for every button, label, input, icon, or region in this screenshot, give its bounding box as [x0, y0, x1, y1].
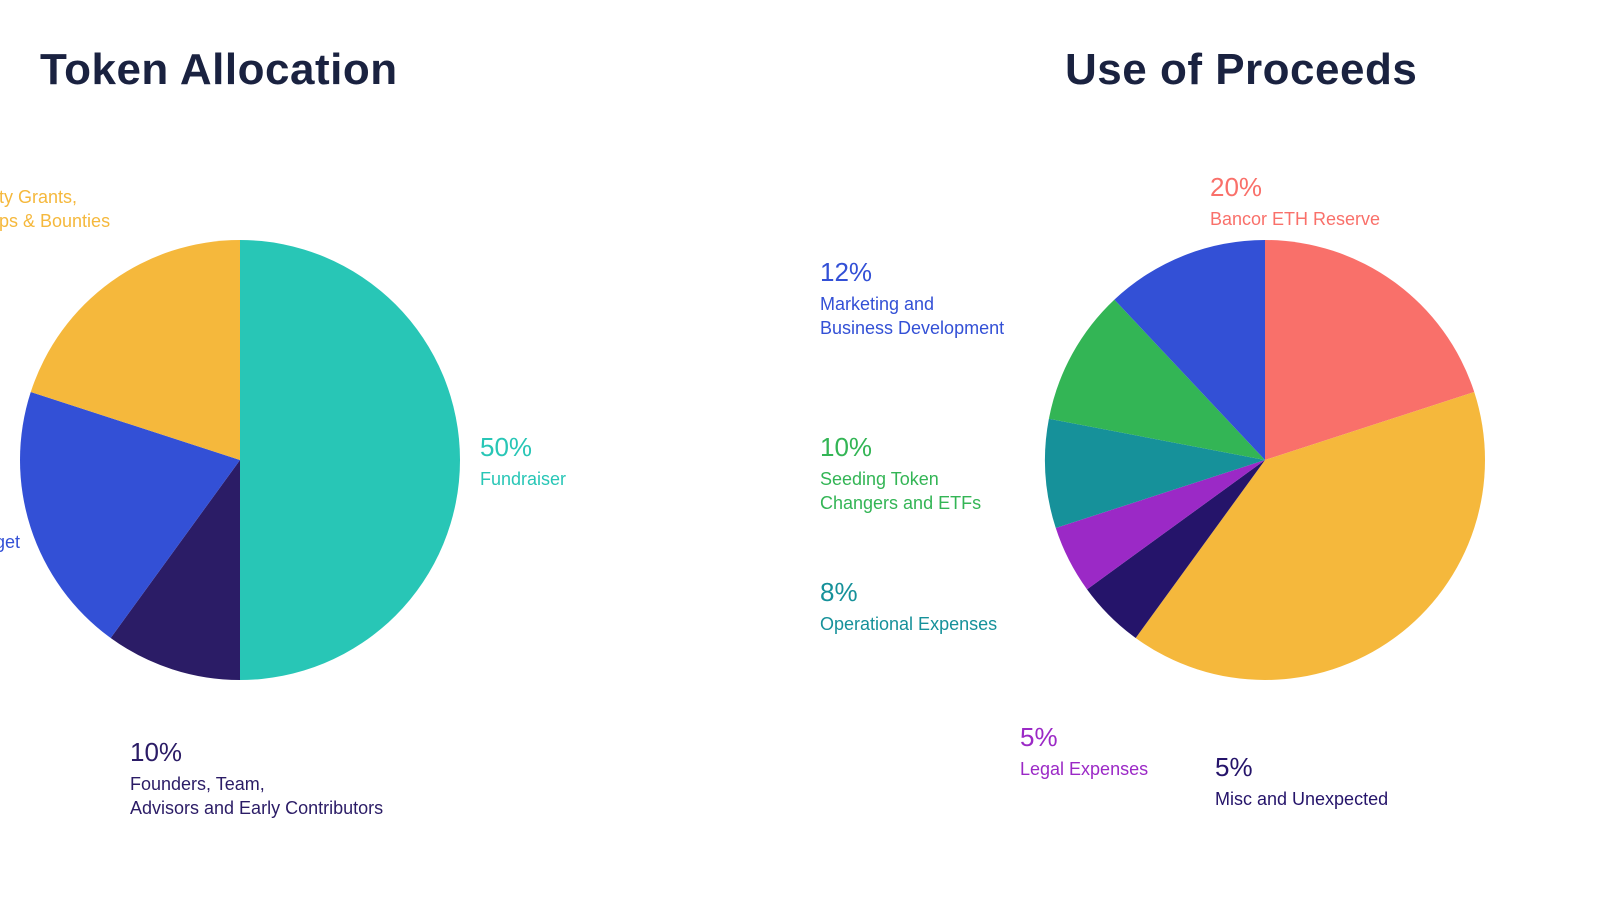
token-allocation-slice-0	[240, 240, 460, 680]
token-allocation-label-1: 10%Founders, Team,Advisors and Early Con…	[130, 735, 383, 821]
token-allocation-label-1-text: Founders, Team,	[130, 772, 383, 796]
token-allocation-title: Token Allocation	[40, 45, 398, 95]
use-of-proceeds-label-0: 20%Bancor ETH Reserve	[1210, 170, 1380, 231]
use-of-proceeds-label-2: 5%Misc and Unexpected	[1215, 750, 1388, 811]
token-allocation-label-2: get	[0, 530, 20, 554]
use-of-proceeds-label-6-text: Marketing and	[820, 292, 1004, 316]
use-of-proceeds-label-3-pct: 5%	[1020, 720, 1148, 755]
use-of-proceeds-label-0-pct: 20%	[1210, 170, 1380, 205]
use-of-proceeds-title: Use of Proceeds	[1065, 45, 1417, 95]
token-allocation-label-0: 50%Fundraiser	[480, 430, 566, 491]
token-allocation-label-1-text: Advisors and Early Contributors	[130, 796, 383, 820]
token-allocation-label-2-text: get	[0, 530, 20, 554]
token-allocation-label-3-text: ity Grants,	[0, 185, 110, 209]
use-of-proceeds-label-4-pct: 8%	[820, 575, 997, 610]
use-of-proceeds-label-5-text: Seeding Token	[820, 467, 981, 491]
charts-page: Token Allocation50%Fundraiser10%Founders…	[0, 0, 1600, 900]
use-of-proceeds-label-5-pct: 10%	[820, 430, 981, 465]
use-of-proceeds-label-3-text: Legal Expenses	[1020, 757, 1148, 781]
use-of-proceeds-label-6-text: Business Development	[820, 316, 1004, 340]
use-of-proceeds-label-6-pct: 12%	[820, 255, 1004, 290]
use-of-proceeds-pie	[1041, 236, 1489, 684]
token-allocation-label-1-pct: 10%	[130, 735, 383, 770]
use-of-proceeds-label-2-pct: 5%	[1215, 750, 1388, 785]
token-allocation-label-3-text: ips & Bounties	[0, 209, 110, 233]
use-of-proceeds-label-5: 10%Seeding TokenChangers and ETFs	[820, 430, 981, 516]
token-allocation-label-0-pct: 50%	[480, 430, 566, 465]
use-of-proceeds-label-6: 12%Marketing andBusiness Development	[820, 255, 1004, 341]
use-of-proceeds-label-2-text: Misc and Unexpected	[1215, 787, 1388, 811]
use-of-proceeds-label-4-text: Operational Expenses	[820, 612, 997, 636]
use-of-proceeds-label-4: 8%Operational Expenses	[820, 575, 997, 636]
use-of-proceeds-label-5-text: Changers and ETFs	[820, 491, 981, 515]
use-of-proceeds-label-3: 5%Legal Expenses	[1020, 720, 1148, 781]
token-allocation-label-0-text: Fundraiser	[480, 467, 566, 491]
token-allocation-label-3: ity Grants,ips & Bounties	[0, 185, 110, 234]
token-allocation-pie	[16, 236, 464, 684]
use-of-proceeds-label-0-text: Bancor ETH Reserve	[1210, 207, 1380, 231]
